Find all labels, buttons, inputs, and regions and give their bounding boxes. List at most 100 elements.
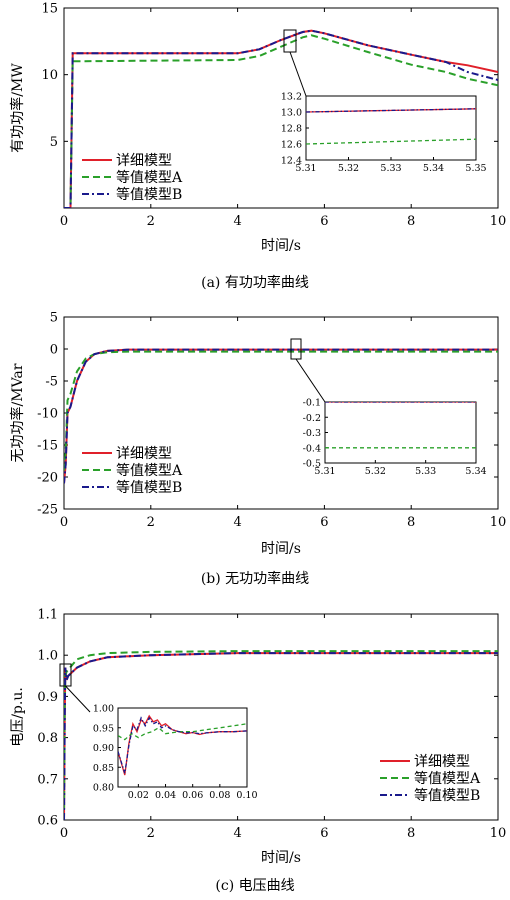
inset-y-tick-label: 0.90 <box>93 743 114 754</box>
inset-frame <box>117 707 248 788</box>
inset-x-tick-label: 5.35 <box>465 163 486 174</box>
zoom-connector <box>65 685 91 713</box>
inset-y-tick-label: 12.6 <box>281 140 302 151</box>
series-line-3 <box>64 348 498 484</box>
legend-entry: 等值模型A <box>116 462 183 479</box>
inset-x-tick-label: 5.31 <box>295 163 316 174</box>
series-group <box>64 348 498 484</box>
y-tick-label: 0 <box>50 343 58 358</box>
series-line-3 <box>64 652 498 820</box>
inset-y-tick-label: 13.2 <box>281 92 302 103</box>
inset-y-tick-label: 1.00 <box>93 704 114 715</box>
inset-y-tick-label: 0.85 <box>93 763 114 774</box>
y-tick-label: 15 <box>41 2 58 17</box>
panel-caption: (c) 电压曲线 <box>215 878 294 894</box>
y-tick-label: 0.8 <box>37 731 58 746</box>
series-group <box>64 650 498 820</box>
legend-entry: 等值模型A <box>414 770 481 787</box>
panel-1: 0 2 4 6 8 10 -25 -20 -15 -10 -5 0 5 时间/s 无功功率/MVar (b) … <box>9 311 506 588</box>
legend-entry: 详细模型 <box>414 754 470 770</box>
zoom-box <box>290 338 302 360</box>
y-tick-label: 0.7 <box>37 772 58 787</box>
inset-x-tick-label: 5.34 <box>423 163 444 174</box>
inset-y-tick-label: 13.0 <box>281 108 302 119</box>
inset-y-tick-label: -0.3 <box>303 428 321 439</box>
inset-series-line-1 <box>306 108 476 113</box>
panel-caption: (a) 有功功率曲线 <box>201 274 309 291</box>
x-axis-label: 时间/s <box>261 238 301 254</box>
inset: 5.31 5.32 5.33 5.34 -0.1 -0.2 -0.3 -0.4 -0.5 <box>303 398 487 478</box>
inset-series-line-3 <box>118 716 247 774</box>
zoom-box <box>283 29 297 53</box>
x-tick-label: 2 <box>147 826 155 841</box>
legend-entry: 详细模型 <box>116 446 172 462</box>
inset-x-tick-label: 0.08 <box>209 790 230 801</box>
legend-entry: 等值模型B <box>414 787 480 804</box>
legend-entry: 等值模型B <box>116 186 182 203</box>
zoom-connector <box>295 358 326 403</box>
inset: 5.31 5.32 5.33 5.34 5.35 12.4 12.6 12.8 13.0 13.2 <box>281 92 487 175</box>
x-tick-label: 10 <box>490 826 507 841</box>
y-tick-label: 5 <box>50 311 58 326</box>
legend-entry: 等值模型A <box>116 169 183 186</box>
panel-0: 0 2 4 6 8 10 5 10 15 时间/s 有功功率/MW (a) 有功功率曲线 详细模型等值模… <box>9 2 506 292</box>
panel-2: 0 2 4 6 8 10 0.6 0.7 0.8 0.9 1.0 1.1 时间/s 电压/p.u. (c) … <box>10 608 506 895</box>
zoom-box <box>59 663 72 687</box>
x-axis-label: 时间/s <box>261 541 301 557</box>
y-tick-label: 5 <box>50 135 58 150</box>
y-tick-label: -5 <box>45 375 58 390</box>
series-line-2 <box>64 34 498 208</box>
x-tick-label: 8 <box>407 214 415 229</box>
inset-x-tick-label: 0.06 <box>182 790 203 801</box>
inset-series-group <box>306 108 476 145</box>
inset-series-line-2 <box>118 723 247 741</box>
y-tick-label: 1.0 <box>37 649 58 664</box>
inset-x-tick-label: 0.02 <box>128 790 149 801</box>
inset-y-tick-label: -0.1 <box>303 398 321 409</box>
y-axis-label: 无功功率/MVar <box>9 363 26 462</box>
inset-y-tick-label: -0.2 <box>303 413 321 424</box>
x-tick-label: 2 <box>147 515 155 530</box>
x-tick-label: 0 <box>60 826 68 841</box>
x-tick-label: 8 <box>407 826 415 841</box>
panel-caption: (b) 无功功率曲线 <box>201 570 309 587</box>
inset-x-tick-label: 5.31 <box>314 466 335 477</box>
y-tick-label: -10 <box>37 407 58 422</box>
y-tick-label: 10 <box>41 68 58 83</box>
inset-y-tick-label: 12.4 <box>281 156 302 167</box>
x-tick-label: 4 <box>233 826 241 841</box>
x-tick-label: 4 <box>233 214 241 229</box>
inset-x-tick-label: 5.32 <box>338 163 359 174</box>
y-tick-label: 0.6 <box>37 814 58 829</box>
inset-series-line-1 <box>118 714 247 776</box>
legend-entry: 详细模型 <box>116 153 172 169</box>
x-axis-label: 时间/s <box>261 850 301 866</box>
inset-x-tick-label: 0.04 <box>155 790 176 801</box>
x-tick-label: 6 <box>320 826 328 841</box>
inset-series-group <box>118 714 247 776</box>
x-tick-label: 0 <box>60 214 68 229</box>
x-tick-label: 8 <box>407 515 415 530</box>
legend-entry: 等值模型B <box>116 479 182 496</box>
y-axis-label: 电压/p.u. <box>10 687 26 747</box>
inset-frame <box>305 95 477 161</box>
x-tick-label: 0 <box>60 515 68 530</box>
inset-x-tick-label: 0.10 <box>236 790 257 801</box>
inset-y-tick-label: 12.8 <box>281 124 302 135</box>
inset-y-tick-label: 0.80 <box>93 783 114 794</box>
inset-y-tick-label: 0.95 <box>93 723 114 734</box>
y-tick-label: 0.9 <box>37 690 58 705</box>
inset-series-line-2 <box>306 138 476 145</box>
x-tick-label: 10 <box>490 515 507 530</box>
inset-x-tick-label: 5.33 <box>380 163 401 174</box>
y-tick-label: -20 <box>37 471 58 486</box>
y-axis-label: 有功功率/MW <box>9 63 26 153</box>
inset-frame <box>324 401 477 464</box>
x-tick-label: 10 <box>490 214 507 229</box>
x-tick-label: 4 <box>233 515 241 530</box>
plot-frame <box>63 7 499 209</box>
